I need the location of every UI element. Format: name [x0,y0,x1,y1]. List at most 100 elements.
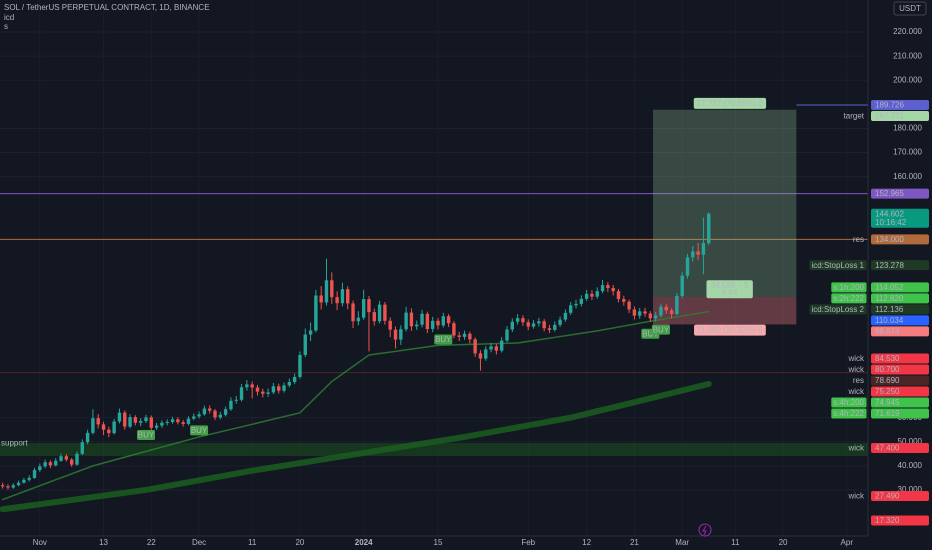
candle-body [409,312,414,327]
moving-average [0,380,712,513]
candle-body [160,422,164,426]
marker-tag: res [853,376,864,385]
candle-body [38,466,42,470]
candle-body [64,456,69,460]
signal-box [136,429,155,440]
marker-tag: wick [847,387,865,396]
candle-body [54,460,58,466]
candle-body [388,320,392,330]
candle-body [197,414,201,417]
price-marker [871,282,929,293]
candle-body [330,280,334,298]
candle-body [468,333,472,340]
marker-tag-box [831,282,867,293]
candle-body [558,319,562,325]
signal-box [190,425,209,436]
candle-body [659,306,663,316]
candle-body [415,324,419,327]
candle-body [707,213,711,244]
price-marker-label: 187.771 [875,112,904,121]
candle-body [123,412,127,427]
candle-body [521,318,525,323]
candle-body [430,320,435,329]
candle-body [133,417,138,423]
candle-body [255,387,260,392]
position-target-label: 77.737 (70.65%) 0 [697,99,763,108]
y-tick-label: 160.000 [893,172,922,181]
marker-tag: wick [847,492,865,501]
candle-body [441,316,445,326]
candle-body [324,280,329,303]
label-box [694,324,766,336]
candle-body [600,285,605,292]
candle-body [170,419,175,423]
candle-body [425,313,430,329]
candle-body [245,384,249,388]
price-marker [871,491,929,502]
candle-body [420,313,424,325]
replay-icon [698,523,712,537]
candle-body [282,385,286,391]
candle-body [383,304,387,321]
currency-button[interactable] [893,1,927,16]
candle-body [372,312,376,322]
price-marker-label: 144.602 [875,209,904,218]
candle-body [181,422,185,424]
price-marker-label: 112.820 [875,294,904,303]
y-tick-label: 40.000 [898,461,923,470]
price-marker [871,326,929,337]
candle-body [436,320,440,326]
price-marker [871,188,929,199]
marker-tag: s:4h:222 [833,409,864,418]
x-tick-label: Mar [675,538,689,547]
candle-body [611,288,615,292]
price-marker [871,315,929,326]
candle-body [579,298,584,304]
indicator-name: s [4,22,8,31]
price-axis [868,0,932,550]
price-marker [871,364,929,375]
candle-body [484,349,488,359]
y-tick-label: 50.000 [898,437,923,446]
moving-average [1,310,710,501]
x-tick-label: Dec [192,538,206,547]
candle-body [96,418,100,425]
candle-body [277,386,281,391]
marker-tag-box [809,304,867,315]
label-box [706,280,753,299]
position-loss-zone [652,297,797,325]
price-marker [871,111,929,122]
x-tick-label: 2024 [355,538,373,547]
candle-body [675,295,679,315]
signal-label: BUY [653,325,670,334]
y-tick-label: 170.000 [893,148,922,157]
price-marker [871,260,929,271]
candle-body [648,313,653,319]
candle-body [149,417,154,428]
signal-label: BUY [191,426,208,435]
candle-body [404,312,408,330]
x-tick-label: 11 [731,538,740,547]
price-marker [871,208,929,228]
position-stop-label: 11.360 (10.32%) 0 [697,326,763,335]
marker-tag: wick [847,354,865,363]
price-marker [871,100,929,111]
candle-body [574,303,578,306]
candle-body [128,417,132,427]
candle-body [446,316,451,324]
candle-body [314,295,318,331]
x-tick-label: 12 [582,538,591,547]
candle-body [308,330,313,335]
position-profit-zone [652,109,797,298]
candle-body [117,412,122,422]
price-marker [871,375,929,386]
x-tick-label: 20 [779,538,788,547]
candle-body [696,251,700,255]
candle-body [112,421,116,434]
candle-body [144,417,148,422]
support-label: support [1,439,28,448]
candle-body [138,421,143,423]
candle-body [685,257,690,276]
candle-body [632,309,637,316]
